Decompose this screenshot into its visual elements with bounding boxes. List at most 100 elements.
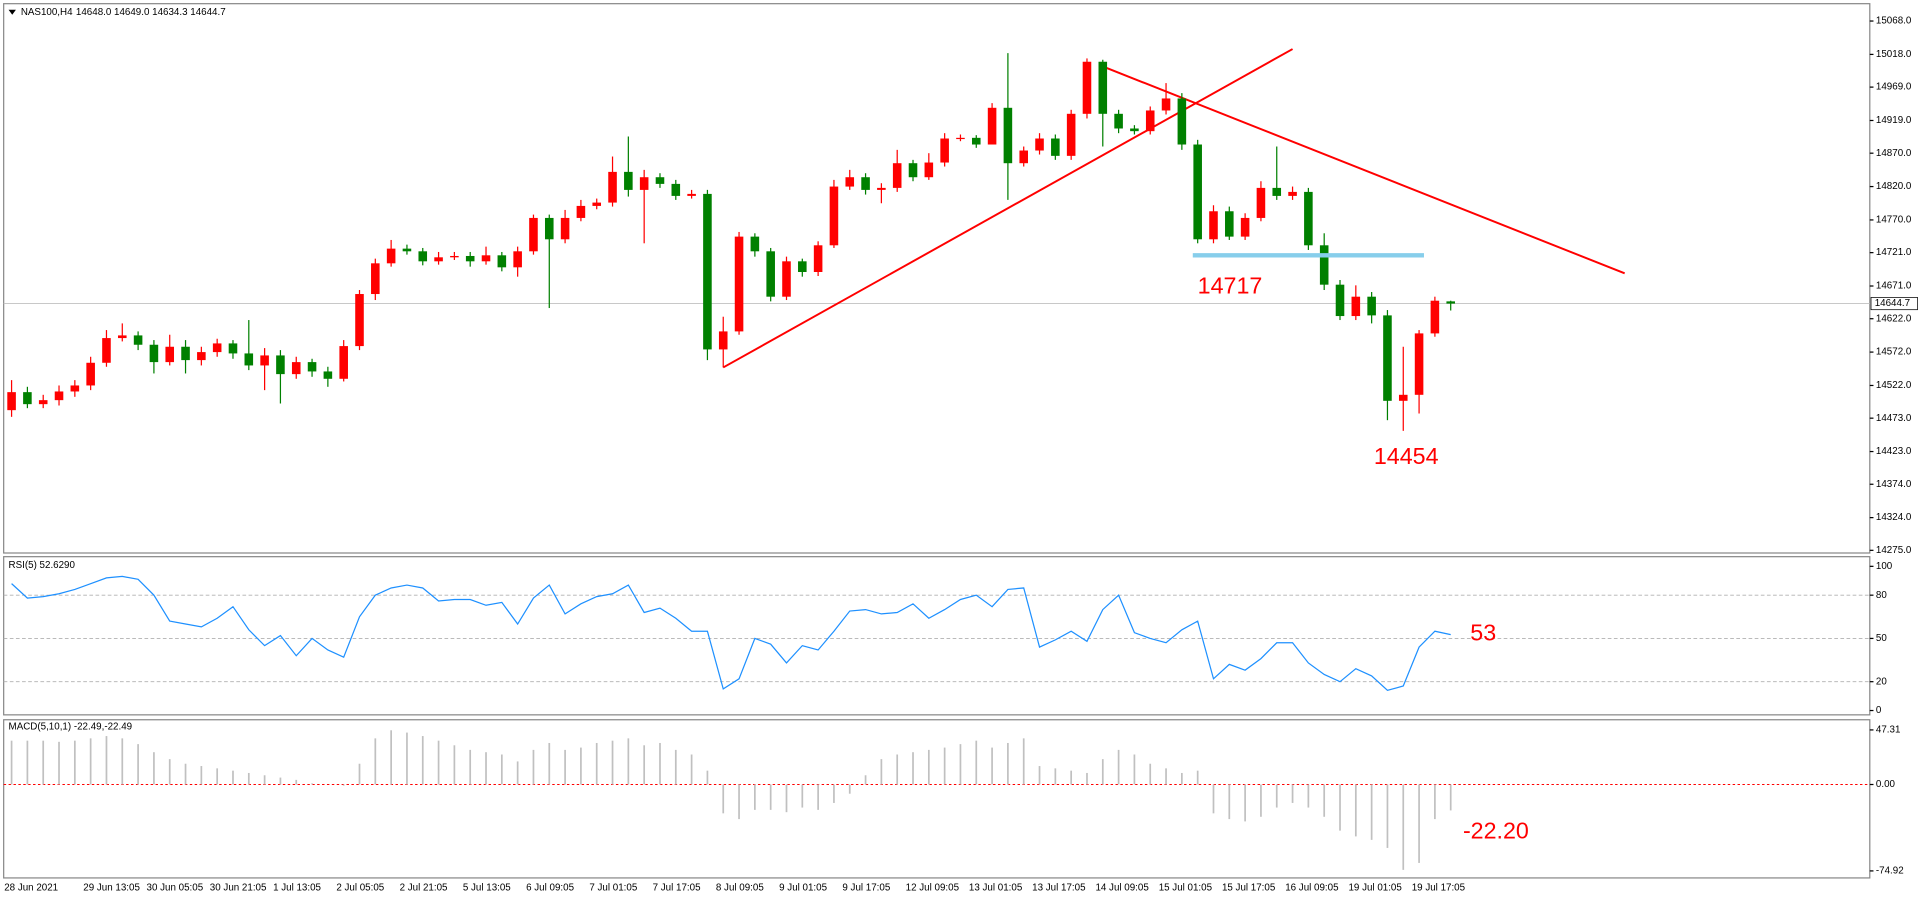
candle-body <box>1319 245 1329 285</box>
y-tick-label: 14324.0 <box>1876 512 1912 523</box>
trendline <box>1102 65 1626 275</box>
y-tick-label: 15018.0 <box>1876 49 1912 60</box>
candle-body <box>1035 138 1044 151</box>
x-tick-label: 19 Jul 01:05 <box>1348 882 1402 893</box>
candle-body <box>165 346 175 363</box>
macd-panel <box>3 719 1871 879</box>
candle-body <box>133 335 143 345</box>
candle-body <box>1209 211 1218 240</box>
candle-body <box>212 343 222 353</box>
candle-body <box>1066 113 1076 156</box>
candle-body <box>1130 128 1139 132</box>
trendline <box>722 48 1294 369</box>
current-price-label: 14644.7 <box>1875 298 1910 309</box>
level-label: 14717 <box>1198 272 1263 298</box>
candle-body <box>1430 300 1440 334</box>
candle-body <box>260 355 269 366</box>
menu-arrow[interactable] <box>8 9 16 15</box>
y-tick-label: 14275.0 <box>1876 545 1912 556</box>
y-tick-label: 14820.0 <box>1876 181 1912 192</box>
candle-body <box>1335 284 1345 317</box>
candle-body <box>892 163 902 188</box>
candle-body <box>1019 150 1029 164</box>
y-tick-label: 100 <box>1876 561 1893 572</box>
candle-body <box>703 193 712 350</box>
candle-body <box>102 338 111 363</box>
candle-body <box>1446 301 1455 304</box>
y-tick-label: 14919.0 <box>1876 115 1912 126</box>
chart-title: NAS100,H4 <box>21 7 73 18</box>
candle-body <box>592 202 602 206</box>
x-tick-label: 15 Jul 17:05 <box>1222 882 1276 893</box>
candle-body <box>529 217 538 252</box>
candle-body <box>908 163 918 178</box>
x-tick-label: 13 Jul 17:05 <box>1032 882 1086 893</box>
candle-body <box>276 355 285 375</box>
candle-body <box>323 371 333 379</box>
y-tick-label: 50 <box>1876 633 1887 644</box>
candle-body <box>1114 113 1123 129</box>
candle-body <box>1177 98 1187 145</box>
rsi-line <box>11 575 1451 692</box>
x-tick-label: 16 Jul 09:05 <box>1285 882 1339 893</box>
x-tick-label: 5 Jul 13:05 <box>463 882 511 893</box>
candle-body <box>402 248 412 252</box>
rsi-panel <box>3 556 1871 716</box>
x-tick-label: 28 Jun 2021 <box>4 882 58 893</box>
candle-body <box>1414 333 1424 395</box>
candle-body <box>181 346 190 361</box>
y-tick-label: 0.00 <box>1876 779 1896 790</box>
y-tick-label: 14969.0 <box>1876 82 1912 93</box>
candle-body <box>497 255 507 268</box>
candle-body <box>1225 211 1234 237</box>
y-tick-label: 47.31 <box>1876 725 1901 736</box>
candle-body <box>1351 296 1361 317</box>
x-tick-label: 8 Jul 09:05 <box>716 882 764 893</box>
candle-body <box>1288 191 1297 196</box>
x-tick-label: 1 Jul 13:05 <box>273 882 321 893</box>
x-tick-label: 19 Jul 17:05 <box>1412 882 1466 893</box>
candle-body <box>434 257 443 262</box>
candle-body <box>782 261 791 297</box>
candle-body <box>1256 187 1266 218</box>
candle-body <box>23 392 32 405</box>
rsi-title: RSI(5) 52.6290 <box>9 560 76 571</box>
candle-body <box>560 217 570 240</box>
y-tick-label: 14671.0 <box>1876 281 1912 292</box>
candle-body <box>687 193 696 196</box>
candle-body <box>718 331 728 350</box>
rsi-value-label: 53 <box>1470 619 1496 645</box>
x-tick-label: 2 Jul 05:05 <box>336 882 384 893</box>
candle-body <box>655 177 665 184</box>
x-tick-label: 14 Jul 09:05 <box>1095 882 1149 893</box>
candle-body <box>1383 315 1392 401</box>
x-tick-label: 7 Jul 17:05 <box>653 882 701 893</box>
candle-body <box>228 343 238 354</box>
candle-body <box>734 236 744 332</box>
candle-body <box>339 346 348 379</box>
candle-body <box>54 391 64 401</box>
candle-body <box>766 251 775 297</box>
candle-body <box>307 362 317 372</box>
x-tick-label: 9 Jul 17:05 <box>842 882 890 893</box>
candle-body <box>971 137 981 145</box>
y-tick-label: 14770.0 <box>1876 215 1912 226</box>
candle-body <box>813 245 823 272</box>
candle-body <box>861 177 870 190</box>
x-tick-label: 12 Jul 09:05 <box>906 882 960 893</box>
candle-body <box>1304 191 1313 246</box>
candle-body <box>1272 187 1282 196</box>
y-tick-label: 15068.0 <box>1876 16 1912 27</box>
candle-body <box>291 362 301 375</box>
candle-body <box>465 255 475 262</box>
y-tick-label: 14522.0 <box>1876 380 1912 391</box>
candle-body <box>386 248 396 264</box>
candle-body <box>924 162 934 178</box>
y-tick-label: 20 <box>1876 676 1887 687</box>
candle-body <box>513 251 522 268</box>
candle-body <box>940 138 949 163</box>
candle-body <box>1098 61 1108 114</box>
y-tick-label: 14473.0 <box>1876 413 1912 424</box>
candle-body <box>639 177 649 190</box>
